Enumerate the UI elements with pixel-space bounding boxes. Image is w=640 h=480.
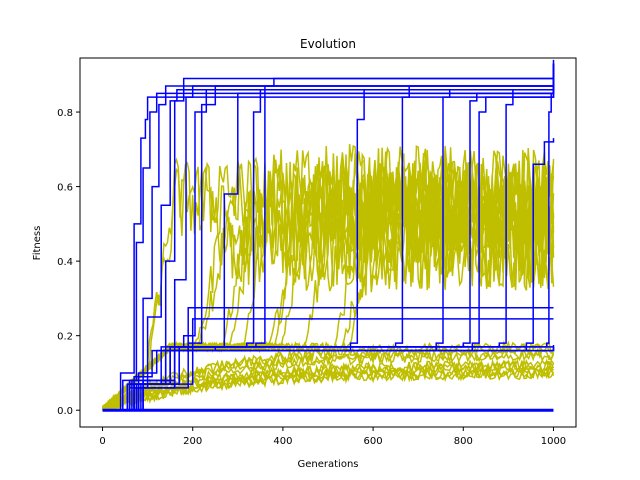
average-fitness-series (101, 160, 555, 409)
best-fitness-series (102, 67, 555, 411)
y-tick-label: 0.2 (57, 332, 73, 343)
best-fitness-series (102, 67, 555, 411)
best-fitness-series (102, 74, 555, 411)
y-tick-label: 0.0 (57, 406, 73, 417)
x-tick-label: 200 (183, 436, 202, 447)
best-fitness-series (102, 63, 555, 411)
x-axis-ticks: 0 200 400 600 800 1000 (99, 427, 566, 447)
plot-frame (79, 57, 577, 428)
best-fitness-series (102, 63, 555, 411)
best-fitness-lines (102, 59, 555, 412)
y-tick-label: 0.6 (57, 183, 73, 194)
x-tick-label: 1000 (541, 436, 566, 447)
y-axis-ticks: 0.0 0.2 0.4 0.6 0.8 (57, 108, 80, 417)
x-axis-label: Generations (298, 459, 359, 470)
x-tick-label: 800 (454, 436, 473, 447)
best-fitness-series (102, 63, 555, 411)
y-tick-label: 0.4 (57, 257, 73, 268)
average-fitness-series (101, 348, 555, 411)
chart-title: Evolution (300, 37, 356, 51)
best-fitness-series (102, 59, 555, 411)
x-tick-label: 400 (273, 436, 292, 447)
x-tick-label: 0 (99, 436, 105, 447)
x-tick-label: 600 (364, 436, 383, 447)
y-axis-label: Fitness (32, 226, 43, 261)
y-tick-label: 0.8 (57, 108, 73, 119)
